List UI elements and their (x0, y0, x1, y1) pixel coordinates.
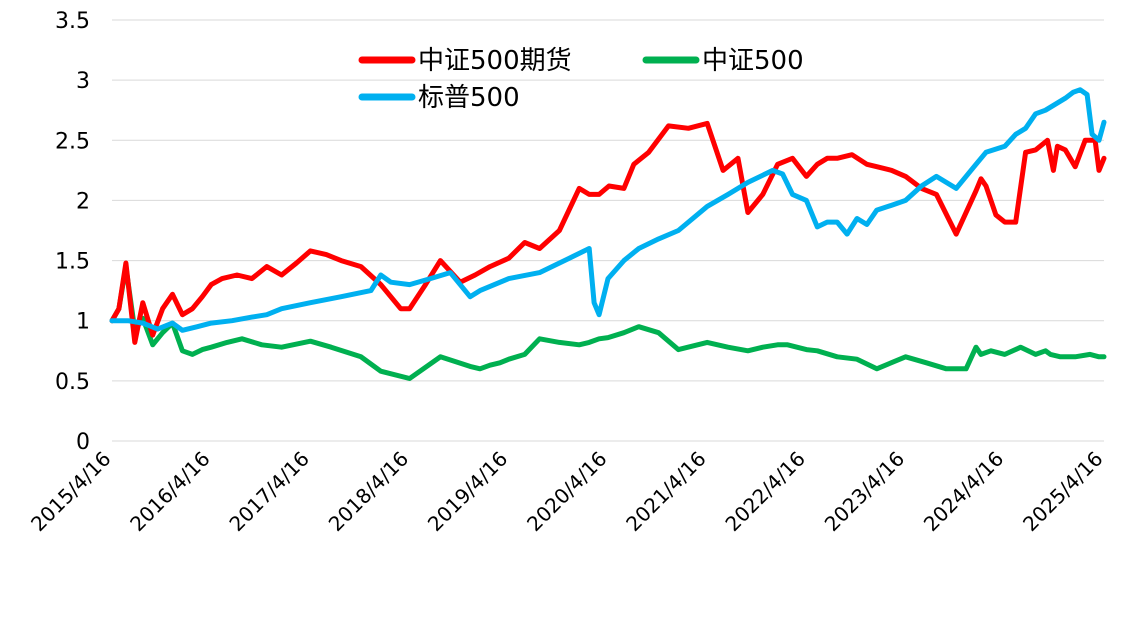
x-tick-label: 2019/4/16 (423, 447, 512, 536)
x-tick-label: 2017/4/16 (224, 447, 313, 536)
legend-label: 标普500 (418, 83, 520, 113)
x-tick-label: 2024/4/16 (919, 447, 1008, 536)
y-tick-label: 3 (76, 69, 90, 94)
y-axis: 0 0.5 1 1.5 2 2.5 3 3.5 (55, 9, 90, 455)
x-tick-label: 2016/4/16 (125, 447, 214, 536)
x-tick-label: 2023/4/16 (820, 447, 909, 536)
y-tick-label: 0 (76, 430, 90, 455)
y-tick-label: 2.5 (55, 129, 90, 154)
x-tick-label: 2021/4/16 (621, 447, 710, 536)
series-line (109, 87, 1107, 333)
x-tick-label: 2020/4/16 (522, 447, 611, 536)
y-tick-label: 2 (76, 189, 90, 214)
series-lines (109, 87, 1107, 381)
x-tick-label: 2022/4/16 (720, 447, 809, 536)
legend-label: 中证500期货 (418, 46, 572, 76)
gridlines (112, 19, 1104, 442)
y-tick-label: 1.5 (55, 250, 90, 275)
x-axis: 2015/4/16 2016/4/16 2017/4/16 2018/4/16 2019… (26, 447, 1107, 536)
legend: 中证500期货 中证500 标普500 (358, 46, 804, 113)
y-tick-label: 3.5 (55, 9, 90, 34)
y-tick-label: 1 (76, 310, 90, 335)
x-tick-label: 2018/4/16 (324, 447, 413, 536)
legend-label: 中证500 (702, 46, 804, 76)
series-line (109, 120, 1107, 345)
x-tick-label: 2015/4/16 (26, 447, 115, 536)
x-tick-label: 2025/4/16 (1018, 447, 1107, 536)
y-tick-label: 0.5 (55, 370, 90, 395)
series-line (109, 264, 1107, 381)
